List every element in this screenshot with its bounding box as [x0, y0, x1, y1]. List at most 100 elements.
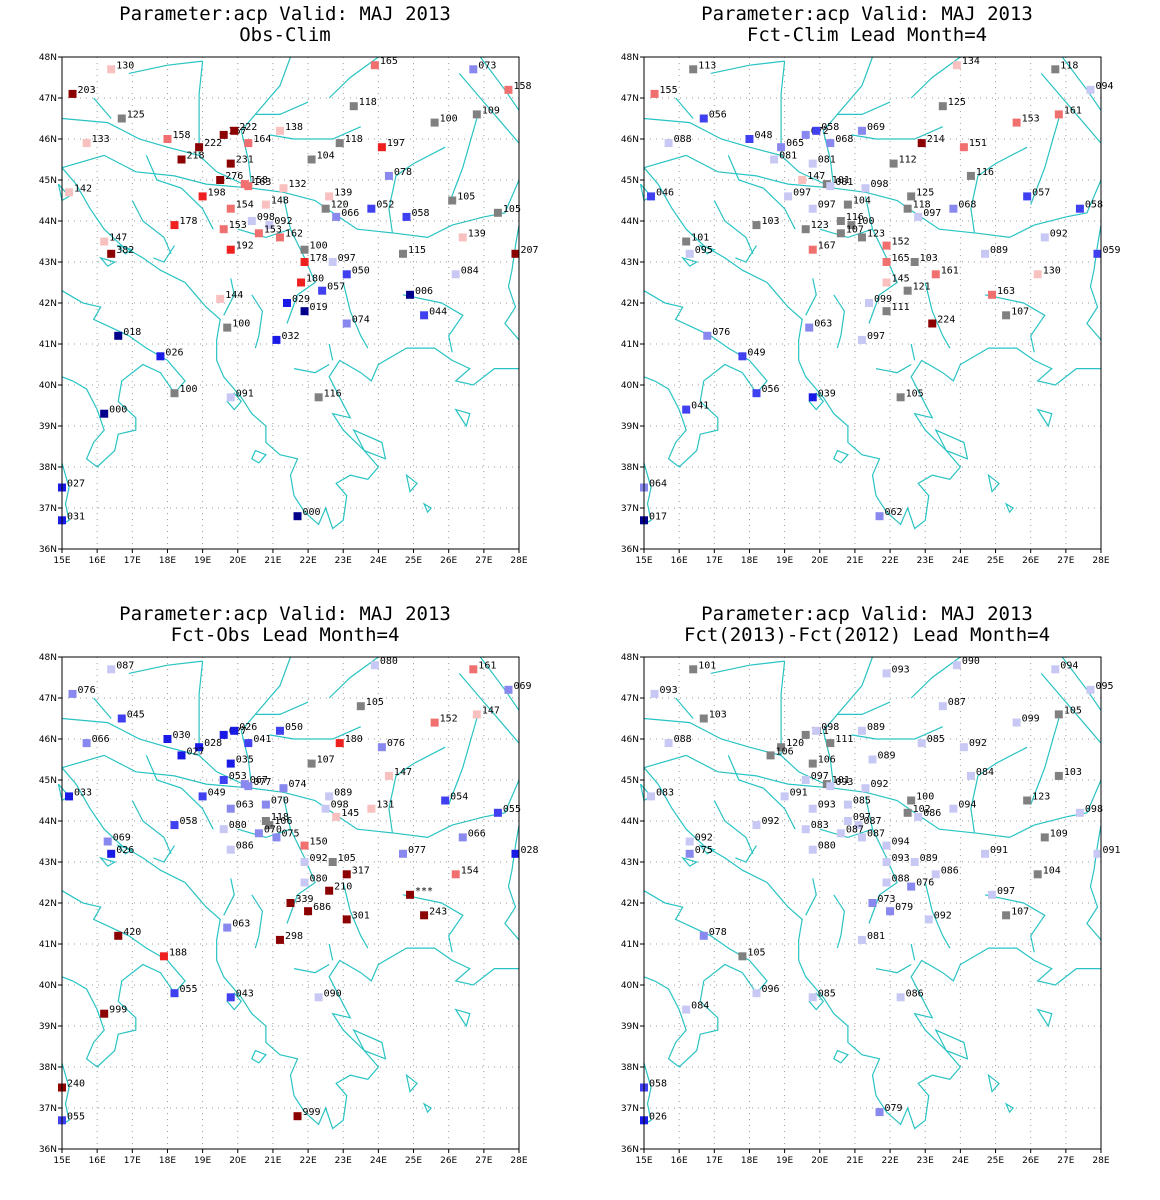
station: 092: [959, 738, 987, 752]
station-marker: [836, 829, 845, 838]
station-marker: [868, 899, 877, 907]
station-marker: [836, 217, 845, 225]
station-value: 089: [334, 787, 352, 798]
station-marker: [1075, 808, 1084, 817]
station-value: 154: [236, 200, 254, 211]
station-value: 093: [818, 800, 836, 811]
lat-tick-label: 38N: [621, 1063, 639, 1073]
station-value: 147: [807, 171, 825, 182]
coastline: [328, 56, 379, 99]
coastline: [819, 828, 873, 839]
lon-tick-label: 26E: [440, 556, 457, 566]
station-marker: [451, 270, 460, 279]
station-value: 097: [997, 886, 1015, 897]
station-marker: [254, 229, 263, 238]
coastline: [1030, 118, 1060, 205]
station-marker: [325, 792, 334, 801]
station-value: 018: [123, 327, 141, 338]
coastline: [198, 661, 204, 756]
station-marker: [367, 804, 376, 813]
station-marker: [156, 352, 165, 361]
coastline: [970, 146, 1028, 234]
station: 105: [1054, 705, 1082, 719]
station: 164: [244, 134, 271, 148]
station: 057: [1023, 187, 1050, 201]
station-marker: [265, 821, 274, 830]
station-value: 074: [288, 779, 306, 790]
station: 382: [107, 245, 134, 258]
station: 125: [117, 110, 145, 123]
coastline: [388, 146, 446, 234]
station-marker: [265, 221, 274, 230]
coastline: [970, 746, 1028, 834]
station-marker: [917, 139, 926, 148]
station-value: 123: [1032, 792, 1050, 803]
station-value: 089: [878, 751, 896, 762]
station: 105: [328, 853, 356, 866]
station-marker: [910, 858, 919, 866]
island: [422, 1102, 433, 1114]
station-marker: [219, 730, 228, 739]
panel-title: Parameter:acp Valid: MAJ 2013: [701, 603, 1033, 625]
station-value: 105: [366, 697, 384, 708]
station: 092: [300, 853, 328, 866]
station-marker: [472, 710, 481, 719]
station-marker: [682, 237, 691, 246]
station: 222: [230, 122, 257, 135]
station: 092: [685, 833, 713, 846]
station-marker: [928, 319, 937, 328]
station-value: 153: [1022, 114, 1040, 125]
station-marker: [938, 702, 947, 711]
lon-tick-label: 22E: [882, 556, 899, 566]
station-value: 105: [1064, 705, 1082, 716]
coastline: [131, 200, 172, 255]
station: 059: [1093, 245, 1121, 258]
station-value: 066: [92, 734, 110, 745]
station-marker: [682, 405, 691, 414]
station-value: 073: [478, 60, 496, 71]
station-marker: [159, 952, 168, 961]
station-value: 068: [958, 200, 976, 211]
station-marker: [328, 858, 337, 866]
station-value: 098: [1085, 804, 1103, 815]
station-value: 085: [818, 988, 836, 999]
station-value: 080: [310, 874, 328, 885]
station-marker: [857, 126, 866, 135]
station-marker: [314, 393, 323, 402]
station-marker: [244, 739, 253, 748]
station-value: 104: [317, 151, 335, 162]
station-value: 092: [969, 738, 987, 749]
station: 097: [784, 187, 811, 201]
station: 094: [1051, 660, 1078, 674]
station-value: 065: [786, 138, 804, 149]
station: 088: [664, 134, 692, 148]
station-value: 188: [169, 947, 187, 958]
lon-tick-label: 18E: [741, 556, 758, 566]
panel-title: Parameter:acp Valid: MAJ 2013: [119, 3, 451, 25]
station-value: 210: [334, 882, 352, 893]
station: 063: [223, 919, 250, 932]
station-value: 097: [338, 253, 356, 264]
station-value: 028: [204, 738, 222, 749]
lon-tick-label: 25E: [987, 1156, 1004, 1166]
station-marker: [988, 290, 997, 299]
station: 144: [216, 290, 243, 303]
station-marker: [966, 771, 975, 780]
station-value: 086: [923, 808, 941, 819]
station-value: 999: [303, 1107, 321, 1118]
station: 125: [907, 187, 934, 201]
station-value: 049: [208, 787, 226, 798]
stations: 0931011030881201061110981110891060970891…: [640, 656, 1121, 1125]
station-value: 147: [482, 705, 500, 716]
station-marker: [798, 176, 807, 184]
station-marker: [1033, 870, 1042, 879]
station-value: 097: [818, 200, 836, 211]
island: [680, 256, 699, 267]
station-value: 420: [123, 927, 141, 938]
station-value: 081: [867, 931, 885, 942]
station-value: 164: [253, 134, 271, 145]
station: 100: [430, 114, 458, 127]
station-marker: [223, 923, 232, 932]
station: 111: [882, 302, 910, 316]
station-marker: [325, 886, 334, 895]
